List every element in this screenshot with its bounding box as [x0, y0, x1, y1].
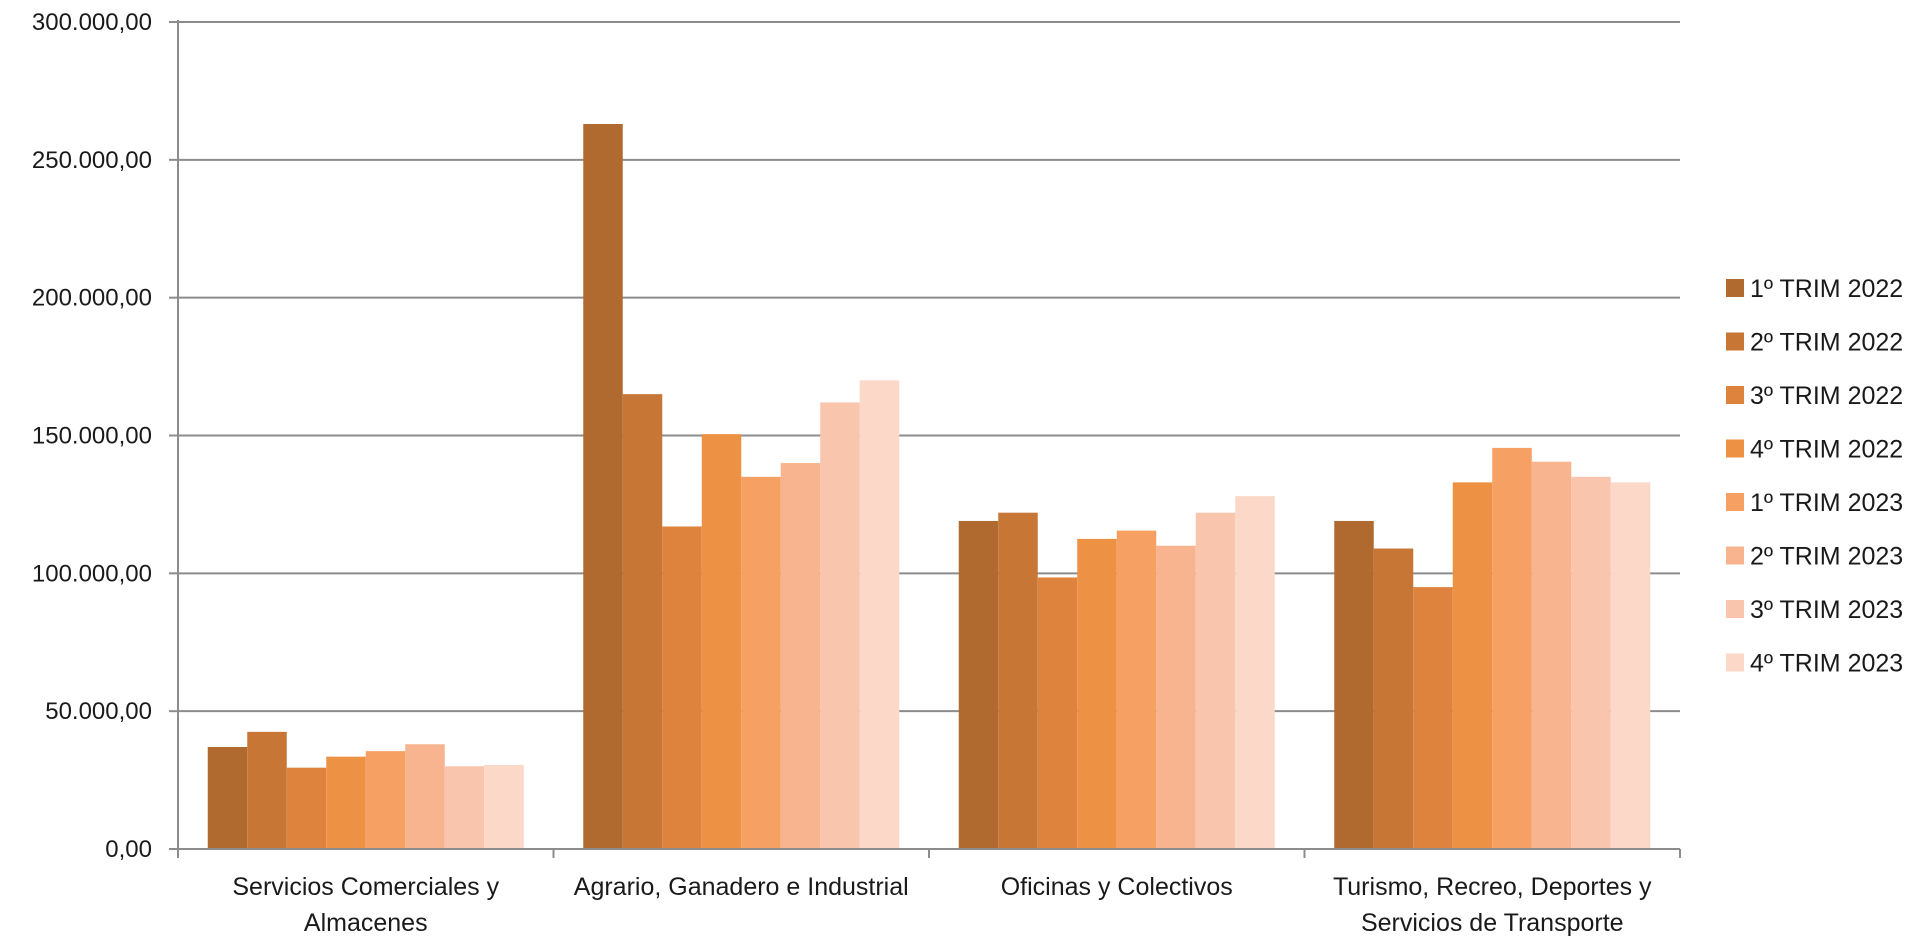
bar — [1531, 461, 1572, 849]
legend-label: 2º TRIM 2023 — [1750, 543, 1903, 571]
y-tick-label: 100.000,00 — [32, 560, 152, 587]
y-tick-label: 150.000,00 — [32, 423, 152, 450]
y-tick-label: 50.000,00 — [45, 698, 152, 725]
bar — [1334, 520, 1374, 849]
bar — [662, 526, 702, 849]
bar — [405, 744, 445, 849]
legend-swatch — [1726, 653, 1744, 672]
bar — [622, 394, 663, 849]
bar — [365, 751, 406, 849]
bar — [1610, 482, 1651, 849]
legend-swatch — [1726, 332, 1744, 351]
legend-label: 4º TRIM 2023 — [1750, 650, 1903, 678]
bar — [998, 512, 1038, 849]
legend-label: 1º TRIM 2022 — [1750, 275, 1903, 303]
bar — [1373, 548, 1414, 849]
bar — [484, 764, 524, 849]
bar — [247, 731, 287, 849]
y-tick-label: 250.000,00 — [32, 147, 152, 174]
gridlines — [169, 21, 1680, 850]
bar — [1452, 482, 1493, 849]
bar — [1156, 545, 1196, 849]
bar — [444, 766, 485, 849]
legend-label: 4º TRIM 2022 — [1750, 436, 1903, 464]
legend-swatch — [1726, 546, 1744, 565]
y-tick-label: 300.000,00 — [32, 9, 152, 36]
bar — [1571, 476, 1611, 849]
category-label: Oficinas y Colectivos — [1001, 873, 1233, 901]
category-label: Servicios Comerciales y — [232, 873, 499, 901]
x-axis-category-labels: Servicios Comerciales y Almacenes Agrario,… — [232, 873, 1652, 937]
category-label: Almacenes — [304, 909, 428, 937]
axes — [177, 20, 1681, 858]
legend-swatch — [1726, 279, 1744, 297]
legend-label: 2º TRIM 2022 — [1750, 329, 1903, 357]
legend-swatch — [1726, 439, 1744, 458]
bar — [1037, 577, 1078, 849]
legend-swatch — [1726, 600, 1744, 618]
y-tick-label: 200.000,00 — [32, 285, 152, 312]
bar — [1195, 512, 1236, 849]
bar — [820, 402, 860, 849]
legend: 1º TRIM 2022 2º TRIM 2022 3º TRIM 2022 4º T… — [1726, 275, 1903, 678]
bar — [286, 767, 327, 849]
bars — [207, 123, 1651, 850]
bar — [958, 520, 999, 849]
bar — [859, 380, 900, 849]
y-axis-tick-labels: 0,00 50.000,00 100.000,00 150.000,00 200.000… — [32, 9, 152, 863]
category-label: Agrario, Ganadero e Industrial — [574, 873, 909, 901]
bar — [1235, 496, 1275, 849]
legend-label: 3º TRIM 2022 — [1750, 382, 1903, 410]
legend-label: 3º TRIM 2023 — [1750, 596, 1903, 624]
legend-label: 1º TRIM 2023 — [1750, 489, 1903, 517]
legend-swatch — [1726, 493, 1744, 511]
legend-swatch — [1726, 386, 1744, 404]
bar — [207, 747, 248, 849]
bar — [741, 476, 781, 849]
bar — [1492, 447, 1532, 849]
y-tick-label: 0,00 — [105, 836, 152, 863]
bar — [1413, 587, 1453, 849]
bar — [780, 463, 821, 849]
bar — [701, 434, 742, 849]
bar — [583, 123, 623, 850]
category-label: Turismo, Recreo, Deportes y — [1333, 873, 1652, 901]
bar — [326, 756, 366, 849]
bar — [1077, 538, 1117, 849]
category-label: Servicios de Transporte — [1361, 909, 1624, 937]
bar — [1116, 530, 1157, 849]
